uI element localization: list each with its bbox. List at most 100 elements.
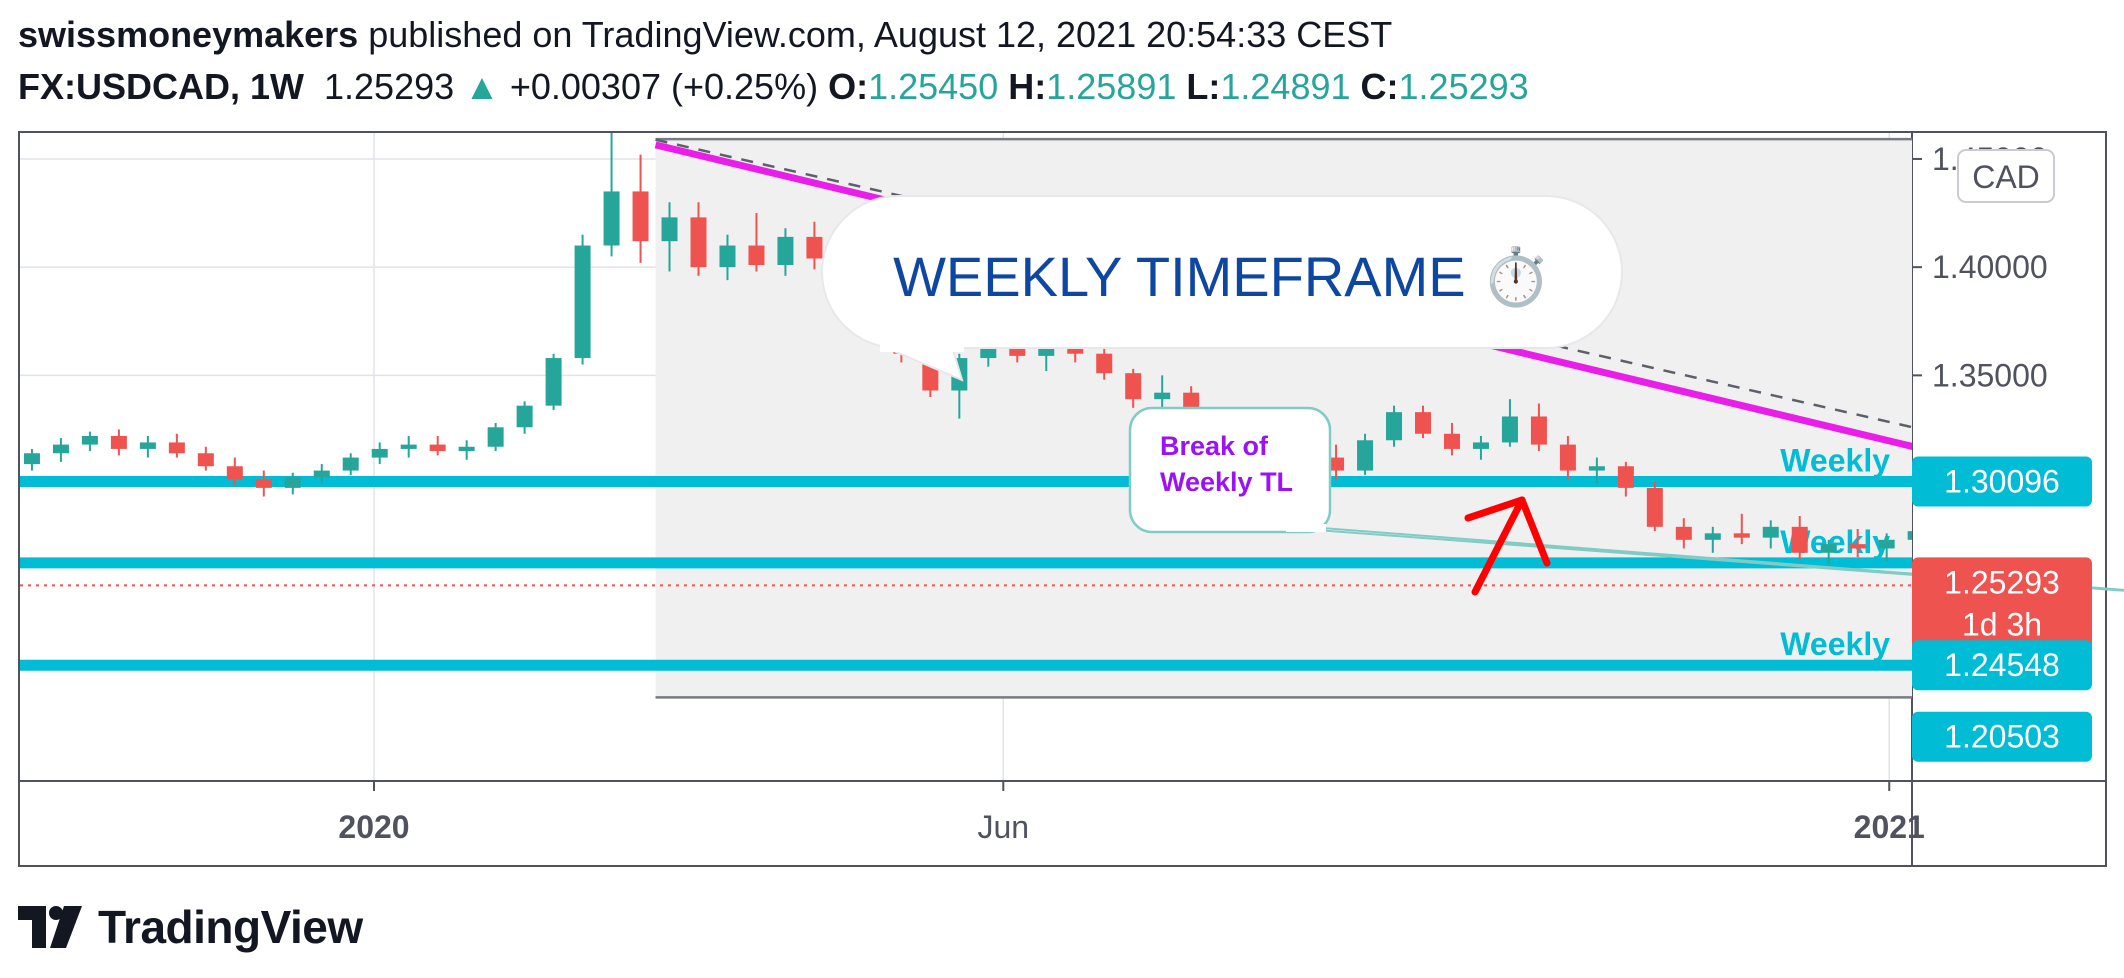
- candle: [632, 154, 649, 263]
- candle-body: [400, 444, 417, 449]
- candle-body: [1472, 442, 1489, 449]
- candle-body: [226, 466, 243, 480]
- annotations[interactable]: WEEKLY TIMEFRAME ⏱️ Break of Weekly TL: [821, 195, 2124, 655]
- open-label: O:: [828, 66, 869, 107]
- candle-body: [342, 457, 359, 471]
- note-line-1: Break of: [1160, 431, 1269, 461]
- candle-body: [1415, 412, 1431, 434]
- candle-body: [1966, 546, 1982, 550]
- candle: [0, 460, 11, 482]
- candle: [1791, 516, 1808, 560]
- candle: [168, 433, 185, 458]
- low-label: L:: [1186, 66, 1221, 107]
- low-value: 1.24891: [1220, 66, 1351, 107]
- candle: [777, 228, 794, 276]
- candle-body: [603, 191, 620, 246]
- candle: [1617, 461, 1634, 497]
- candle-body: [1675, 526, 1692, 540]
- price-change: +0.00307 (+0.25%): [509, 66, 819, 107]
- candle-body: [690, 217, 707, 268]
- candle-body: [429, 444, 446, 452]
- candle-body: [806, 236, 823, 259]
- candle-body: [1443, 433, 1460, 449]
- currency-badge: [1957, 149, 2055, 203]
- candle-body: [1907, 531, 1912, 540]
- candle-body: [1559, 444, 1576, 471]
- candle: [1675, 518, 1692, 549]
- candle: [1762, 520, 1779, 549]
- candle-body: [545, 358, 562, 406]
- x-tick-label: 2020: [338, 809, 409, 845]
- candle: [1646, 481, 1663, 532]
- candle: [313, 464, 330, 484]
- candle-body: [748, 245, 765, 265]
- candle: [1937, 514, 1953, 551]
- candle-body: [1617, 466, 1634, 488]
- candle-body: [81, 435, 98, 445]
- candle-body: [1588, 466, 1605, 471]
- x-tick-label: Jun: [977, 809, 1029, 845]
- candle: [1704, 526, 1721, 553]
- y-tick-label: 1.40000: [1932, 249, 2048, 285]
- callout-bubble: [821, 195, 1623, 349]
- note-box: [1128, 406, 1332, 534]
- price-label-box: [1912, 557, 2092, 652]
- candle: [2111, 553, 2124, 570]
- bullish-arrow-head-icon: [1518, 496, 1551, 567]
- candle: [110, 429, 127, 456]
- price-label-text: 1.30096: [1944, 463, 2060, 499]
- note-line-2: Weekly TL: [1160, 467, 1293, 497]
- candle-body: [1125, 373, 1142, 400]
- candle-body: [1937, 531, 1953, 546]
- candle-body: [371, 448, 388, 458]
- candle: [139, 435, 156, 458]
- candle: [1328, 444, 1345, 480]
- time-axis[interactable]: 2020Jun2021Jun2022: [338, 781, 2124, 845]
- candle-body: [661, 217, 678, 242]
- candle-body: [1791, 526, 1808, 553]
- symbol-name[interactable]: FX:USDCAD, 1W: [18, 66, 304, 107]
- candle: [574, 234, 591, 365]
- candle: [255, 470, 272, 497]
- candle: [1907, 531, 1912, 540]
- candle-body: [1096, 353, 1113, 374]
- price-label-text: 1.25293: [1944, 564, 2060, 600]
- candle-body: [1704, 533, 1721, 540]
- candle: [690, 202, 707, 276]
- close-label: C:: [1360, 66, 1399, 107]
- price-label-text: 1.20503: [1944, 719, 2060, 755]
- candle-body: [574, 245, 591, 359]
- tradingview-logo-icon: [18, 906, 84, 948]
- candle: [1096, 345, 1113, 380]
- candle: [1125, 368, 1142, 408]
- candle: [748, 213, 765, 272]
- candle-body: [1530, 416, 1547, 445]
- candle-body: [168, 442, 185, 454]
- candle: [806, 221, 823, 270]
- high-value: 1.25891: [1046, 66, 1177, 107]
- weekly-timeframe-title: WEEKLY TIMEFRAME ⏱️: [893, 245, 1551, 309]
- x-tick-label: 2021: [1854, 809, 1925, 845]
- close-value: 1.25293: [1398, 66, 1529, 107]
- chart-frame: [18, 131, 2107, 867]
- candle-body: [1501, 416, 1518, 443]
- candle: [1530, 403, 1547, 452]
- candle-body: [52, 444, 69, 454]
- candle-body: [777, 236, 794, 265]
- candle: [429, 435, 446, 456]
- note-joint: [1286, 524, 1326, 532]
- weekly-level-label: Weekly: [1780, 626, 1890, 662]
- candle: [1966, 531, 1982, 559]
- author-name[interactable]: swissmoneymakers: [18, 14, 359, 55]
- callout-joint: [880, 342, 964, 352]
- candle: [284, 472, 301, 495]
- candle: [226, 457, 243, 486]
- candle-body: [487, 427, 504, 447]
- price-axis[interactable]: 1.450001.400001.35000CAD1.300961.252931d…: [1912, 141, 2092, 762]
- candle: [545, 353, 562, 410]
- price-label-text: 1.24548: [1944, 647, 2060, 683]
- tradingview-logo[interactable]: TradingView: [18, 900, 363, 954]
- candle-body: [1733, 533, 1750, 538]
- candle-body: [1849, 544, 1866, 549]
